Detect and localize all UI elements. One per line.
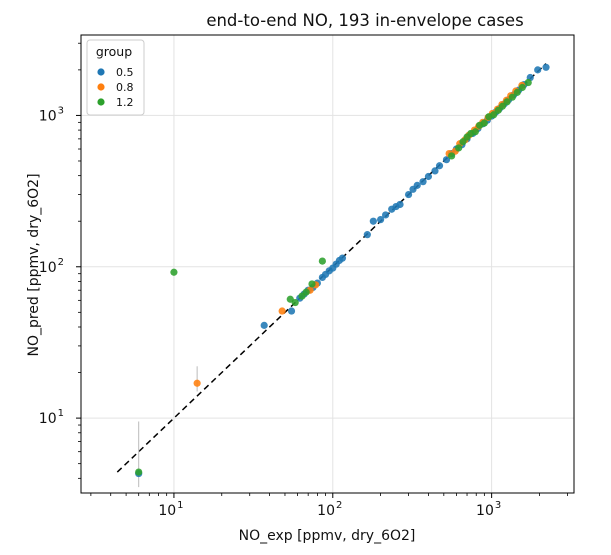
data-point-1-2	[291, 298, 299, 307]
error-bars	[138, 366, 198, 488]
data-point-0-5	[381, 211, 390, 219]
data-point-0-5	[404, 190, 413, 199]
data-point-0-8	[193, 379, 201, 387]
data-point-0-5	[424, 172, 433, 181]
data-point-0-5	[377, 215, 385, 224]
data-point-0-5	[435, 162, 444, 170]
data-point-1-2	[490, 111, 498, 119]
legend: group 0.5 0.8 1.2	[86, 39, 145, 116]
data-point-1-2	[513, 88, 521, 96]
data-point-1-2	[135, 468, 143, 476]
data-point-1-2	[503, 98, 511, 106]
data-point-1-2	[471, 128, 479, 136]
legend-label: 0.8	[116, 81, 134, 94]
data-point-0-5	[363, 231, 371, 239]
legend-label: 1.2	[116, 96, 134, 109]
data-point-0-5	[396, 200, 404, 209]
chart-title: end-to-end NO, 193 in-envelope cases	[206, 11, 523, 30]
legend-marker	[97, 68, 105, 76]
x-tick-label: 103	[476, 500, 501, 519]
legend-box	[86, 39, 145, 116]
data-point-1-2	[455, 144, 463, 152]
data-point-0-8	[278, 307, 286, 315]
x-tick-label: 101	[158, 500, 183, 519]
y-axis-title: NO_pred [ppmv, dry_6O2]	[26, 173, 42, 356]
data-point-1-2	[498, 102, 507, 110]
plot-frame	[80, 34, 575, 494]
x-axis-title: NO_exp [ppmv, dry_6O2]	[239, 528, 416, 544]
legend-title: group	[96, 44, 132, 59]
data-point-0-5	[260, 321, 268, 329]
data-point-1-2	[170, 268, 178, 276]
y-tick-label: 102	[39, 257, 64, 276]
data-point-1-2	[459, 138, 467, 146]
data-point-1-2	[318, 257, 326, 265]
data-point-0-5	[419, 178, 427, 186]
y-tick-label: 101	[39, 408, 64, 427]
data-point-1-2	[308, 280, 316, 288]
data-point-0-5	[413, 181, 421, 189]
data-points	[135, 63, 550, 478]
data-point-0-5	[431, 167, 439, 175]
data-point-0-5	[442, 156, 451, 164]
data-point-1-2	[302, 288, 310, 296]
data-point-0-5	[542, 63, 550, 71]
data-point-1-2	[518, 83, 526, 92]
x-tick-label: 102	[317, 500, 342, 519]
data-point-0-5	[369, 217, 377, 225]
data-point-0-5	[534, 66, 542, 74]
legend-label: 0.5	[116, 66, 134, 79]
y-tick-label: 103	[39, 105, 64, 124]
data-point-0-5	[338, 254, 347, 262]
data-point-1-2	[508, 93, 516, 101]
data-point-0-5	[287, 307, 296, 315]
legend-marker	[97, 98, 105, 106]
data-point-1-2	[524, 78, 532, 87]
data-point-1-2	[480, 119, 488, 127]
data-point-1-2	[448, 152, 456, 160]
legend-marker	[97, 83, 105, 91]
